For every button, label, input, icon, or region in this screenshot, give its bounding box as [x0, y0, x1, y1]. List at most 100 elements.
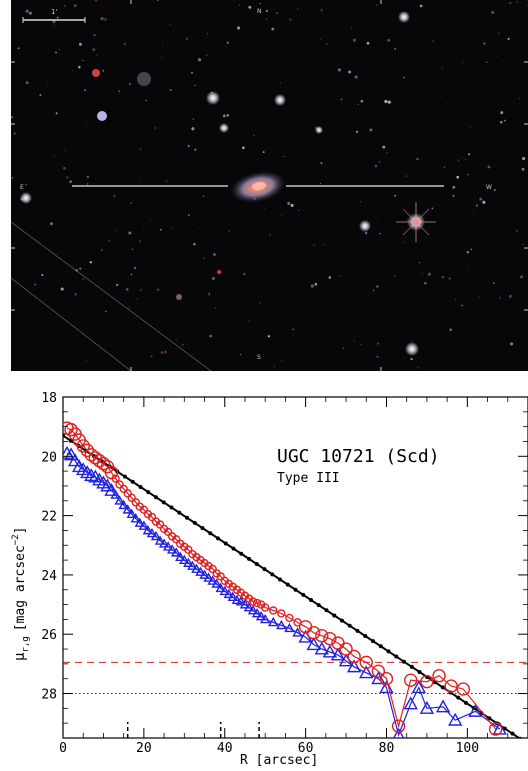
faint-star — [503, 119, 506, 122]
faint-star — [486, 61, 488, 63]
faint-star — [482, 200, 486, 204]
faint-star — [113, 195, 116, 197]
g-band-point — [227, 591, 239, 602]
x-tick-label: 60 — [298, 741, 314, 756]
faint-star — [360, 201, 362, 203]
faint-star — [13, 132, 16, 135]
y-tick-label: 26 — [41, 628, 57, 643]
r-band-point — [315, 629, 329, 643]
faint-star — [461, 304, 463, 307]
g-band-point — [411, 680, 427, 694]
faint-star — [104, 310, 107, 313]
faint-star — [376, 285, 379, 288]
faint-star — [337, 68, 341, 72]
r-band-point — [404, 673, 418, 687]
faint-star — [314, 283, 318, 286]
faint-star — [510, 342, 514, 346]
faint-star — [464, 159, 466, 160]
r-band-point — [444, 679, 458, 693]
g-band-point — [195, 566, 206, 576]
faint-star — [209, 334, 212, 338]
faint-star — [273, 366, 275, 367]
faint-star — [452, 186, 456, 189]
faint-star — [441, 66, 443, 68]
faint-star — [212, 277, 215, 280]
g-band-point — [162, 541, 174, 551]
fit-point — [239, 551, 244, 556]
faint-star — [271, 27, 275, 31]
faint-star — [39, 94, 42, 97]
g-band-point — [63, 445, 75, 459]
g-band-point — [134, 517, 146, 527]
g-band-line — [66, 452, 501, 737]
x-tick-label: 0 — [59, 741, 67, 756]
faint-star — [432, 40, 434, 42]
r-band-point — [347, 649, 361, 664]
g-band-point — [435, 699, 451, 713]
r-band-point — [488, 722, 503, 736]
compass-north: N — [257, 8, 262, 15]
faint-star — [69, 180, 72, 183]
fit-point — [146, 490, 151, 495]
faint-star — [378, 161, 381, 163]
fit-point — [386, 649, 391, 654]
fit-point — [464, 700, 468, 705]
g-band-point — [150, 530, 162, 541]
faint-star — [394, 48, 396, 50]
y-axis-label-close: ] — [13, 527, 28, 535]
faint-star — [138, 178, 140, 180]
faint-star — [86, 183, 89, 185]
faint-star — [52, 20, 56, 24]
diffraction-star-icon — [396, 202, 436, 242]
faint-star — [47, 81, 49, 83]
faint-star — [240, 353, 242, 356]
faint-star — [11, 116, 13, 118]
faint-star — [328, 276, 331, 279]
faint-star — [351, 27, 353, 29]
faint-star — [248, 320, 250, 322]
faint-star — [150, 218, 152, 220]
g-band-point — [211, 578, 222, 588]
faint-star — [82, 60, 84, 62]
faint-star — [296, 8, 299, 10]
faint-star — [441, 275, 445, 279]
x-axis-label: R [arcsec] — [240, 753, 318, 768]
faint-star — [521, 167, 525, 171]
g-band-point — [142, 524, 154, 535]
faint-star — [280, 214, 282, 216]
faint-star — [159, 228, 162, 231]
fit-point — [309, 598, 313, 603]
faint-star — [186, 257, 188, 259]
faint-star — [259, 2, 261, 5]
g-band-point — [122, 504, 133, 514]
r-band-point — [96, 457, 111, 471]
g-band-point — [215, 582, 226, 593]
faint-star — [194, 148, 197, 151]
faint-star — [93, 34, 96, 37]
fit-point — [301, 592, 306, 597]
faint-star — [320, 9, 323, 12]
r-band-point — [323, 631, 337, 646]
surface-brightness-chart: 0 20 40 60 80 100 18 20 22 24 26 28 UGC 10721 (Scd… — [11, 391, 528, 768]
faint-star — [379, 232, 381, 235]
g-band-point — [255, 610, 267, 621]
faint-star — [143, 229, 145, 231]
faint-star — [364, 231, 368, 235]
faint-star — [133, 266, 137, 270]
faint-star — [394, 274, 396, 277]
faint-star — [449, 328, 453, 332]
faint-star — [343, 347, 345, 349]
y-axis-label-symbol: μ — [12, 652, 28, 661]
g-band-point — [392, 727, 405, 738]
faint-star — [472, 210, 474, 212]
faint-star — [193, 243, 196, 246]
chart-subtitle: Type III — [277, 471, 340, 486]
g-band-point — [235, 596, 247, 606]
faint-star — [376, 218, 378, 219]
g-band-point — [183, 557, 194, 567]
faint-star — [493, 282, 495, 284]
g-band-point — [379, 680, 394, 694]
faint-star — [77, 65, 81, 69]
faint-star — [319, 182, 322, 185]
g-band-point — [84, 468, 99, 482]
